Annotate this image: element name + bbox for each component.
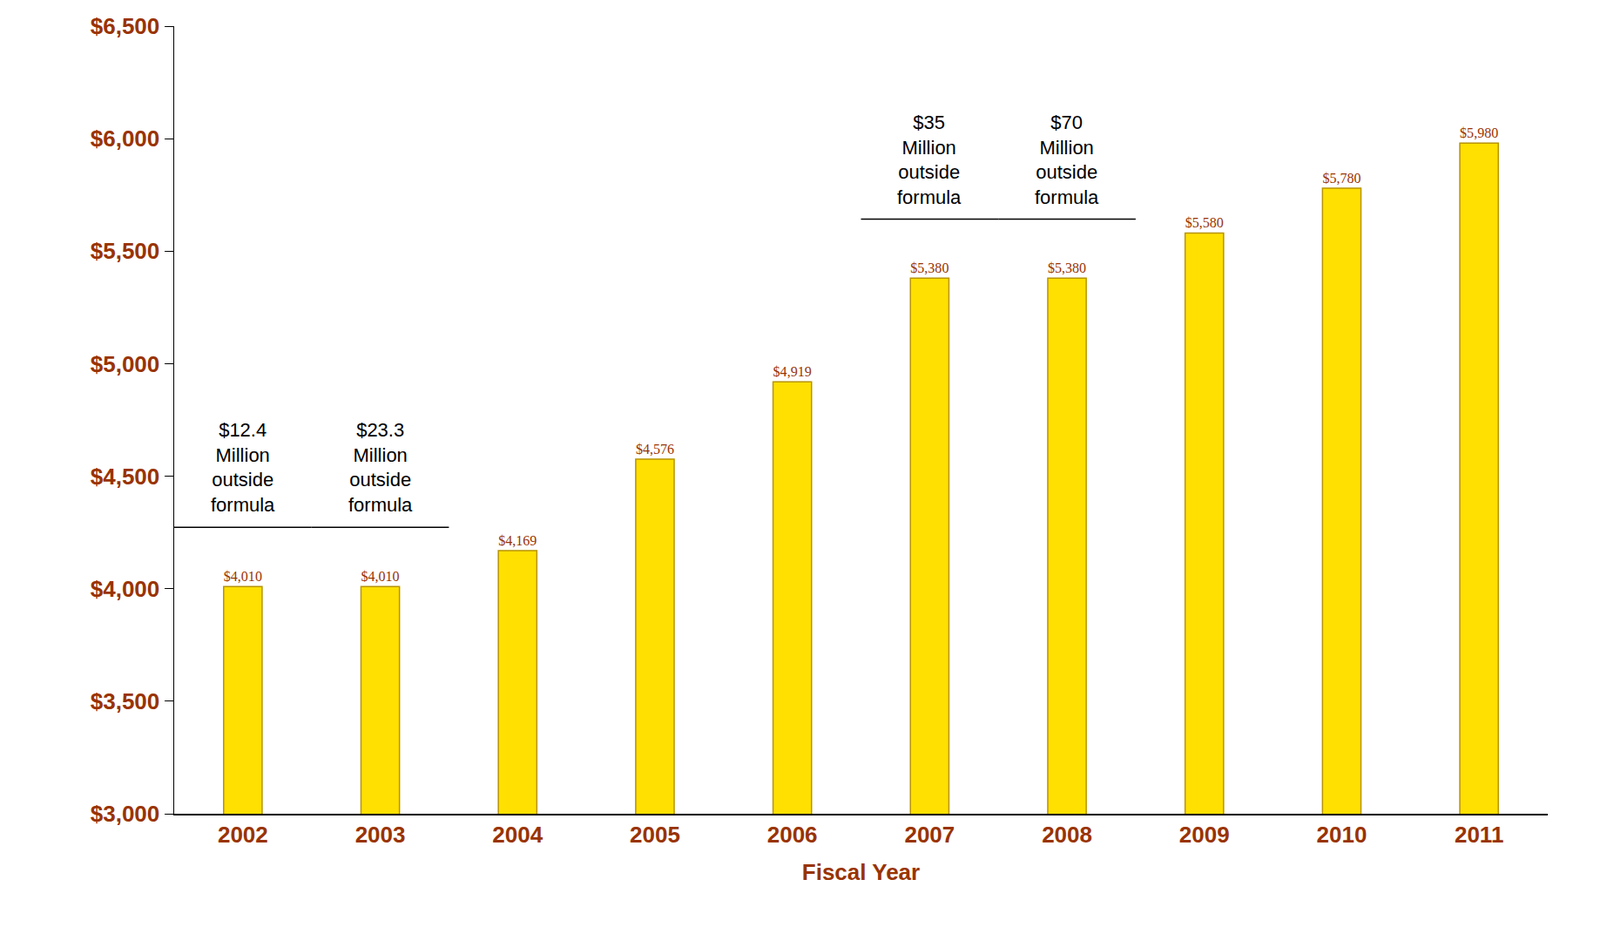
svg-text:2003: 2003 [355,821,406,848]
svg-text:$5,380: $5,380 [910,260,949,276]
svg-text:$4,010: $4,010 [360,568,399,584]
svg-text:$3,000: $3,000 [90,800,161,827]
svg-text:2004: 2004 [492,821,543,848]
svg-text:$4,576: $4,576 [635,441,675,457]
svg-text:2011: 2011 [1454,821,1504,848]
svg-text:$6,500: $6,500 [90,13,161,40]
svg-text:2010: 2010 [1316,821,1368,848]
svg-text:2005: 2005 [629,821,681,848]
svg-text:2006: 2006 [767,821,818,848]
svg-text:$4,919: $4,919 [773,364,812,379]
svg-text:$23.3Millionoutsideformula: $23.3Millionoutsideformula [348,418,413,516]
svg-text:Fiscal Year: Fiscal Year [802,858,920,885]
svg-text:$12.4Millionoutsideformula: $12.4Millionoutsideformula [210,418,276,516]
svg-text:$5,780: $5,780 [1322,170,1361,186]
svg-text:$5,000: $5,000 [90,351,161,378]
svg-text:$5,500: $5,500 [90,237,161,264]
svg-text:$4,010: $4,010 [223,568,263,584]
svg-text:$35Millionoutsideformula: $35Millionoutsideformula [897,111,962,209]
svg-text:$5,980: $5,980 [1459,125,1499,141]
svg-text:$3,500: $3,500 [90,688,161,715]
svg-text:2009: 2009 [1179,821,1230,848]
svg-text:$4,169: $4,169 [498,533,537,548]
svg-text:2002: 2002 [217,821,269,848]
svg-text:$5,580: $5,580 [1185,215,1224,230]
svg-text:$5,380: $5,380 [1047,260,1087,276]
svg-text:$4,500: $4,500 [90,463,161,490]
svg-text:$6,000: $6,000 [90,125,161,152]
svg-text:2007: 2007 [904,821,955,848]
svg-text:$70Millionoutsideformula: $70Millionoutsideformula [1034,111,1100,209]
svg-text:2008: 2008 [1041,821,1093,848]
svg-text:$4,000: $4,000 [90,575,161,602]
